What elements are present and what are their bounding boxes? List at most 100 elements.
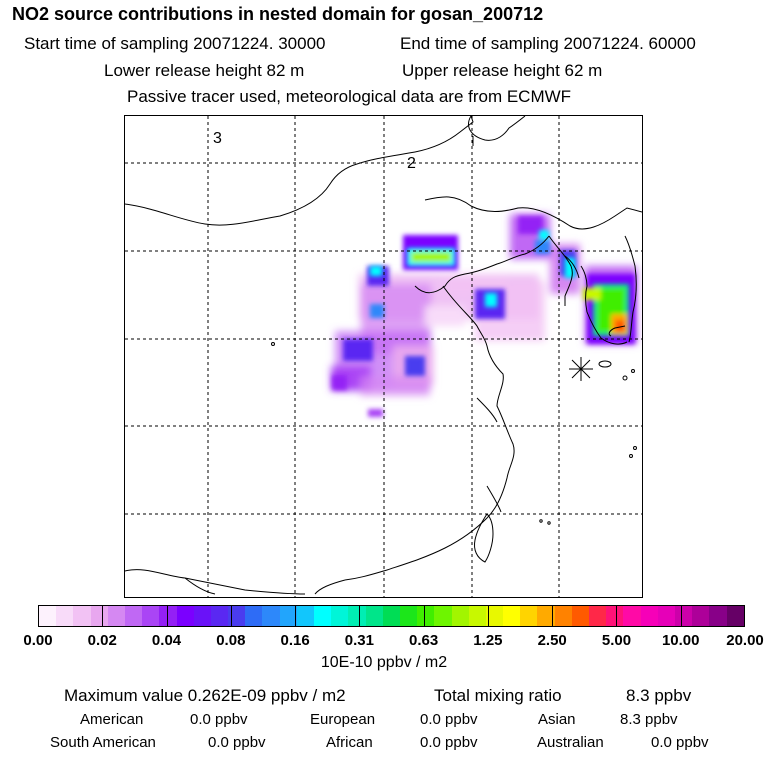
colorbar-separator bbox=[295, 605, 297, 627]
maximum-value: Maximum value 0.262E-09 ppbv / m2 bbox=[64, 686, 346, 705]
colorbar-cell bbox=[296, 606, 314, 626]
colorbar-cell bbox=[56, 606, 74, 626]
start-time-label: Start time of sampling 20071224. 30000 bbox=[24, 34, 326, 53]
colorbar-cell bbox=[176, 606, 194, 626]
border-line-north bbox=[124, 115, 474, 226]
map-canvas: 3 2 bbox=[124, 115, 643, 597]
colorbar-cell bbox=[193, 606, 211, 626]
page-title: NO2 source contributions in nested domai… bbox=[12, 4, 544, 24]
region-value-african: 0.0 ppbv bbox=[420, 734, 478, 751]
colorbar-separator bbox=[616, 605, 618, 627]
colorbar-cell bbox=[331, 606, 349, 626]
colorbar-cell bbox=[537, 606, 555, 626]
region-value-american: 0.0 ppbv bbox=[190, 711, 248, 728]
colorbar-cell bbox=[657, 606, 675, 626]
colorbar-cell bbox=[399, 606, 418, 626]
colorbar-tick-label: 20.00 bbox=[726, 632, 764, 649]
colorbar bbox=[38, 605, 745, 627]
colorbar-cell bbox=[503, 606, 521, 626]
colorbar-cell bbox=[382, 606, 400, 626]
region-name-american: American bbox=[80, 711, 144, 728]
colorbar-tick-label: 2.50 bbox=[537, 632, 567, 649]
region-name-australian: Australian bbox=[537, 734, 604, 751]
region-value-australian: 0.0 ppbv bbox=[651, 734, 709, 751]
colorbar-cell bbox=[640, 606, 658, 626]
colorbar-cell bbox=[228, 606, 246, 626]
colorbar-separator bbox=[487, 605, 489, 627]
coastlines bbox=[124, 115, 643, 595]
region-value-european: 0.0 ppbv bbox=[420, 711, 478, 728]
colorbar-cell bbox=[726, 606, 744, 626]
border-line-top bbox=[468, 115, 526, 141]
colorbar-cell bbox=[279, 606, 297, 626]
colorbar-separator bbox=[552, 605, 554, 627]
colorbar-tick-label: 10.00 bbox=[661, 632, 700, 649]
map-panel: 3 2 bbox=[124, 115, 643, 598]
colorbar-tick-label: 0.00 bbox=[23, 632, 53, 649]
asterisk-receptor-icon bbox=[569, 357, 593, 381]
region-name-african: African bbox=[326, 734, 373, 751]
colorbar-cell bbox=[73, 606, 91, 626]
colorbar-unit: 10E-10 ppbv / m2 bbox=[320, 654, 448, 671]
upper-height-label: Upper release height 62 m bbox=[402, 61, 603, 80]
taiwan-outline bbox=[474, 513, 494, 563]
region-value-south-american: 0.0 ppbv bbox=[208, 734, 266, 751]
colorbar-cell bbox=[142, 606, 160, 626]
colorbar-cell bbox=[314, 606, 332, 626]
colorbar-cell bbox=[606, 606, 624, 626]
colorbar-tick-label: 5.00 bbox=[601, 632, 632, 649]
region-name-european: European bbox=[310, 711, 376, 728]
region-name-asian: Asian bbox=[538, 711, 576, 728]
colorbar-cell bbox=[434, 606, 452, 626]
colorbar-cell bbox=[709, 606, 727, 626]
korea-coast bbox=[580, 265, 628, 345]
colorbar-cell bbox=[39, 606, 57, 626]
colorbar-cell bbox=[451, 606, 469, 626]
region-value-asian: 8.3 ppbv bbox=[620, 711, 678, 728]
colorbar-tick-label: 0.31 bbox=[344, 632, 374, 649]
colorbar-separator bbox=[102, 605, 104, 627]
colorbar-cell bbox=[124, 606, 143, 626]
colorbar-cell bbox=[571, 606, 589, 626]
colorbar-cell bbox=[554, 606, 572, 626]
colorbar-tick-label: 0.08 bbox=[216, 632, 246, 649]
colorbar-cell bbox=[417, 606, 435, 626]
bohai-coast bbox=[414, 235, 550, 294]
concentration-field bbox=[331, 214, 637, 417]
colorbar-tick-label: 0.63 bbox=[409, 632, 439, 649]
colorbar-cell bbox=[107, 606, 125, 626]
colorbar-tick-label: 0.04 bbox=[151, 632, 182, 649]
small-islands bbox=[271, 342, 637, 525]
colorbar-separator bbox=[680, 605, 682, 627]
coast-east-china bbox=[344, 285, 515, 581]
colorbar-separator bbox=[230, 605, 232, 627]
colorbar-cell bbox=[623, 606, 641, 626]
region-name-south-american: South American bbox=[50, 734, 156, 751]
jeju-island bbox=[598, 360, 612, 368]
border-line-south bbox=[124, 569, 306, 595]
total-mixing-label: Total mixing ratio bbox=[434, 686, 562, 705]
colorbar-tick-label: 0.02 bbox=[87, 632, 117, 649]
colorbar-tick-label: 1.25 bbox=[473, 632, 503, 649]
colorbar-cell bbox=[262, 606, 280, 626]
border-line-east bbox=[424, 196, 643, 230]
colorbar-cell bbox=[520, 606, 538, 626]
colorbar-cell bbox=[90, 606, 108, 626]
colorbar-separator bbox=[423, 605, 425, 627]
region-label-3: 3 bbox=[213, 130, 222, 147]
colorbar-separator bbox=[359, 605, 361, 627]
colorbar-cell bbox=[159, 606, 177, 626]
lat-lon-grid bbox=[125, 116, 642, 597]
colorbar-separator bbox=[166, 605, 168, 627]
liaodong-coast bbox=[548, 235, 573, 306]
colorbar-cell bbox=[468, 606, 486, 626]
colorbar-cell bbox=[589, 606, 607, 626]
lower-height-label: Lower release height 82 m bbox=[104, 61, 305, 80]
colorbar-cell bbox=[485, 606, 504, 626]
colorbar-cell bbox=[674, 606, 693, 626]
region-label-2: 2 bbox=[407, 155, 416, 172]
colorbar-cell bbox=[245, 606, 263, 626]
korea-east-coast bbox=[624, 235, 637, 343]
plume-high bbox=[370, 230, 629, 336]
colorbar-cell bbox=[348, 606, 366, 626]
